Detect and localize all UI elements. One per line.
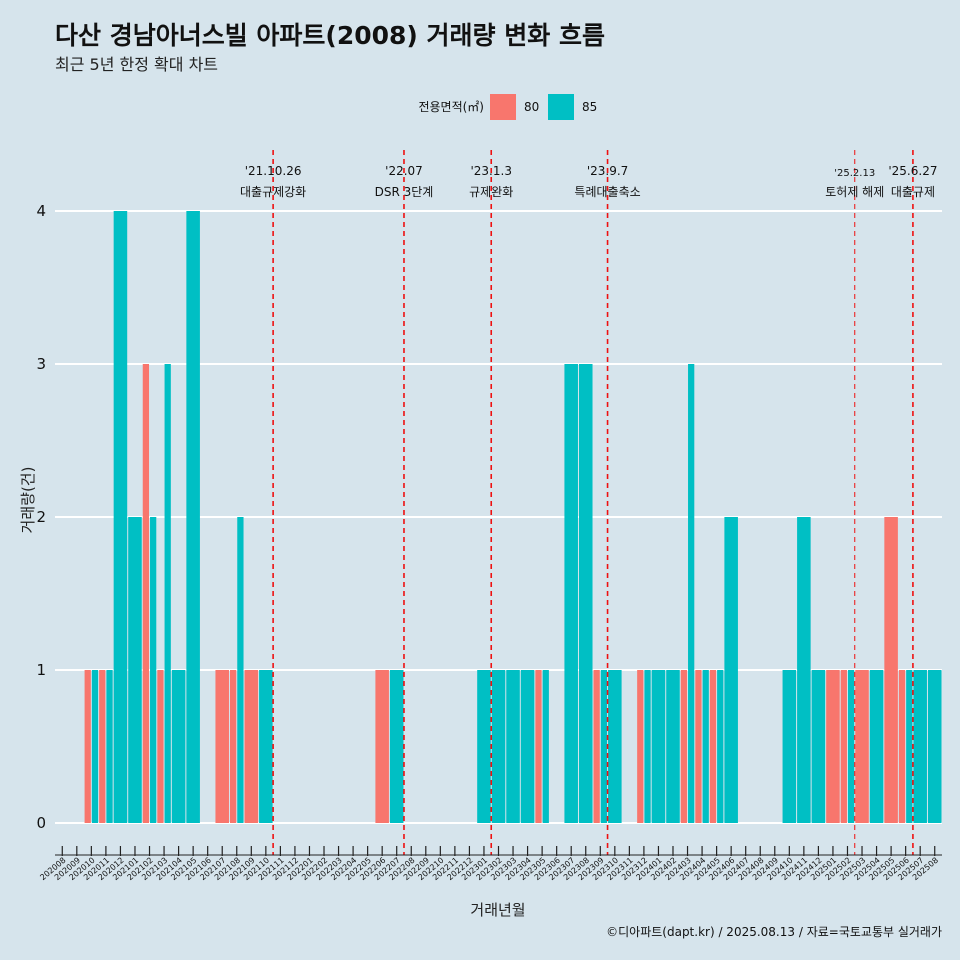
bar-85-202307 bbox=[564, 364, 578, 823]
bar-85-202508 bbox=[927, 670, 942, 823]
y-axis-title: 거래량(건) bbox=[19, 467, 37, 534]
bar-80-202206 bbox=[375, 670, 389, 823]
bar-80-202503 bbox=[855, 670, 869, 823]
event-label: 대출규제 bbox=[891, 185, 935, 199]
bar-85-202402 bbox=[666, 670, 680, 823]
event-label: DSR 3단계 bbox=[375, 185, 434, 199]
legend-title: 전용면적(㎡) bbox=[418, 100, 484, 114]
bar-80-202505 bbox=[884, 517, 898, 823]
legend: 전용면적(㎡) 80 85 bbox=[418, 94, 597, 120]
y-tick-label: 0 bbox=[36, 814, 46, 832]
bar-85-202405 bbox=[717, 670, 724, 823]
event-date: '23.9.7 bbox=[587, 164, 628, 178]
bar-85-202104 bbox=[171, 670, 186, 823]
caption: ©디아파트(dapt.kr) / 2025.08.13 / 자료=국토교통부 실… bbox=[606, 925, 942, 939]
bar-80-202103 bbox=[157, 670, 164, 823]
legend-label-85: 85 bbox=[582, 100, 597, 114]
legend-swatch-80 bbox=[490, 94, 516, 120]
event-markers: '21.10.26 대출규제강화 '22.07 DSR 3단계 '23.1.3 규제완화 '… bbox=[240, 150, 937, 855]
bar-80-202305 bbox=[535, 670, 542, 823]
bar-85-202411 bbox=[797, 517, 811, 823]
bar-80-202502 bbox=[840, 670, 847, 823]
chart-title: 다산 경남아너스빌 아파트(2008) 거래량 변화 흐름 bbox=[55, 21, 605, 50]
bar-85-202102 bbox=[150, 517, 157, 823]
bars bbox=[84, 211, 942, 823]
bar-85-202302 bbox=[491, 670, 506, 823]
bar-85-202502 bbox=[847, 670, 855, 823]
bar-85-202406 bbox=[724, 517, 738, 823]
event-label: 규제완화 bbox=[469, 185, 513, 199]
bar-85-202010 bbox=[91, 670, 99, 823]
bar-85-202105 bbox=[186, 211, 200, 823]
bar-85-202101 bbox=[128, 517, 142, 823]
event-label: 대출규제강화 bbox=[240, 185, 306, 199]
bar-85-202412 bbox=[811, 670, 826, 823]
bar-85-202309 bbox=[600, 670, 608, 823]
bar-80-202501 bbox=[826, 670, 840, 823]
bar-85-202103 bbox=[164, 364, 171, 823]
y-tick-label: 2 bbox=[36, 508, 46, 526]
bar-85-202305 bbox=[542, 670, 549, 823]
chart-subtitle: 최근 5년 한정 확대 차트 bbox=[55, 55, 218, 74]
event-date: '25.6.27 bbox=[888, 164, 937, 178]
bar-80-202108 bbox=[229, 670, 237, 823]
bar-85-202108 bbox=[237, 517, 244, 823]
y-tick-label: 4 bbox=[36, 202, 46, 220]
bar-80-202010 bbox=[84, 670, 91, 823]
event-date: '25.2.13 bbox=[834, 168, 875, 179]
bar-85-202011 bbox=[106, 670, 113, 823]
bar-85-202504 bbox=[869, 670, 884, 823]
bar-80-202107 bbox=[215, 670, 229, 823]
bar-85-202506 bbox=[906, 670, 913, 823]
bar-80-202309 bbox=[593, 670, 600, 823]
bar-85-202410 bbox=[782, 670, 797, 823]
bar-85-202403 bbox=[688, 364, 695, 823]
bar-80-202102 bbox=[142, 364, 150, 823]
bar-85-202312 bbox=[644, 670, 651, 823]
x-axis: 2020082020092020102020112020122021012021… bbox=[38, 846, 942, 882]
y-tick-label: 3 bbox=[36, 355, 46, 373]
y-tick-label: 1 bbox=[36, 661, 46, 679]
bar-80-202011 bbox=[99, 670, 106, 823]
bar-85-202303 bbox=[506, 670, 520, 823]
event-label: 토허제 해제 bbox=[825, 185, 884, 199]
event-date: '22.07 bbox=[385, 164, 423, 178]
bar-85-202310 bbox=[608, 670, 622, 823]
x-axis-title: 거래년월 bbox=[470, 901, 525, 919]
bar-85-202404 bbox=[702, 670, 709, 823]
bar-85-202304 bbox=[520, 670, 535, 823]
bar-85-202308 bbox=[578, 364, 593, 823]
event-date: '23.1.3 bbox=[470, 164, 511, 178]
bar-85-202012 bbox=[113, 211, 128, 823]
bar-80-202312 bbox=[637, 670, 644, 823]
bar-85-202110 bbox=[259, 670, 273, 823]
bar-80-202403 bbox=[680, 670, 688, 823]
bar-80-202506 bbox=[898, 670, 906, 823]
y-axis: 0 1 2 3 4 bbox=[36, 202, 46, 832]
bar-85-202401 bbox=[651, 670, 666, 823]
event-date: '21.10.26 bbox=[245, 164, 302, 178]
bar-80-202404 bbox=[695, 670, 702, 823]
event-label: 특례대출축소 bbox=[574, 185, 640, 199]
legend-swatch-85 bbox=[548, 94, 574, 120]
bar-85-202301 bbox=[477, 670, 491, 823]
bar-85-202207 bbox=[389, 670, 404, 823]
bar-85-202507 bbox=[913, 670, 927, 823]
bar-80-202405 bbox=[709, 670, 717, 823]
legend-label-80: 80 bbox=[524, 100, 539, 114]
bar-80-202109 bbox=[244, 670, 259, 823]
